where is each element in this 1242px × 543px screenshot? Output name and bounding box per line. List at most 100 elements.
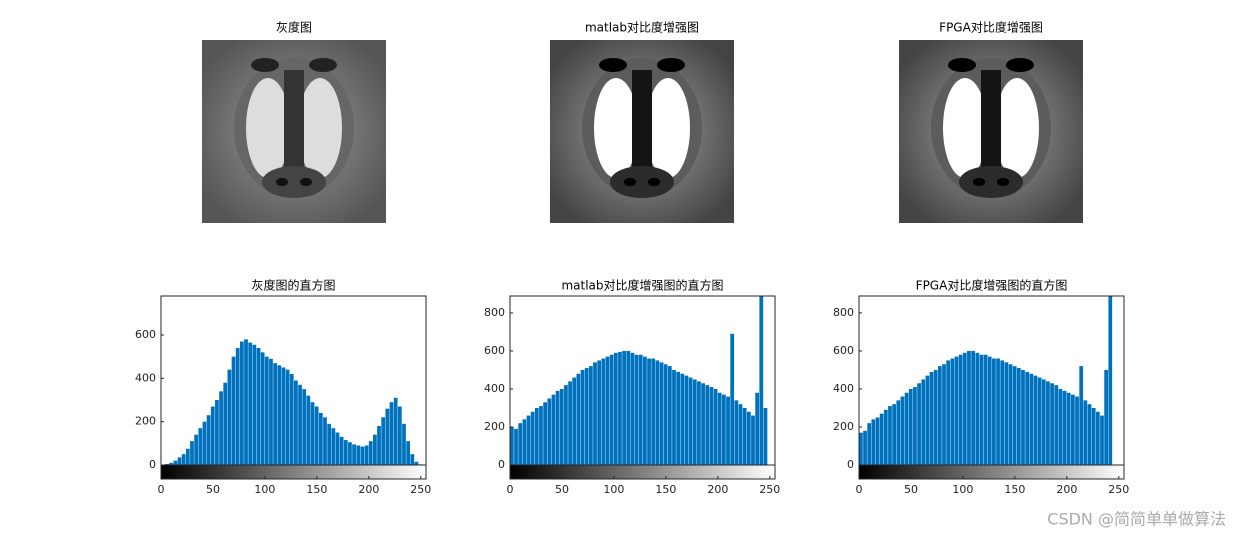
bar: [938, 366, 942, 465]
bar: [327, 424, 331, 465]
bar: [626, 351, 630, 465]
bar: [369, 441, 373, 465]
y-tick-label: 400: [484, 382, 505, 395]
y-tick-label: 0: [498, 458, 505, 471]
bar: [539, 406, 543, 465]
bar: [514, 429, 518, 465]
bars: [510, 296, 767, 465]
bar: [589, 366, 593, 465]
bar: [601, 359, 605, 465]
bar: [950, 359, 954, 465]
bar: [1083, 400, 1087, 465]
bar: [294, 381, 298, 466]
y-tick-label: 200: [484, 420, 505, 433]
bar: [228, 370, 232, 465]
bar: [764, 408, 768, 465]
y-tick-label: 400: [135, 371, 156, 384]
bar: [934, 370, 938, 465]
bar: [651, 359, 655, 465]
bar: [336, 433, 340, 466]
x-tick-label: 150: [655, 483, 676, 496]
bar: [992, 359, 996, 465]
bar: [655, 360, 659, 465]
bar: [996, 359, 1000, 465]
bar: [1042, 379, 1046, 465]
bar: [207, 415, 211, 465]
bar: [311, 402, 315, 465]
bar: [365, 446, 369, 466]
bar: [572, 378, 576, 465]
bar: [203, 422, 207, 465]
bar: [759, 296, 763, 465]
colorbar: [161, 465, 426, 479]
bar: [510, 427, 514, 465]
bar: [236, 348, 240, 465]
x-tick-label: 200: [358, 483, 379, 496]
x-tick-label: 0: [856, 483, 863, 496]
bar: [905, 393, 909, 465]
bar: [315, 407, 319, 466]
bar: [888, 406, 892, 465]
bar: [718, 393, 722, 465]
bar: [959, 355, 963, 465]
bar: [361, 447, 365, 465]
bar: [871, 419, 875, 465]
y-tick-label: 800: [833, 306, 854, 319]
bar: [257, 348, 261, 465]
x-tick-label: 100: [603, 483, 624, 496]
x-tick-label: 0: [507, 483, 514, 496]
bar: [988, 357, 992, 465]
bar: [319, 413, 323, 465]
chart-title: matlab对比度增强图的直方图: [561, 278, 723, 293]
x-tick-label: 50: [206, 483, 220, 496]
colorbar: [859, 465, 1124, 479]
bar: [298, 385, 302, 465]
bar: [967, 351, 971, 465]
x-tick-label: 200: [707, 483, 728, 496]
bar: [232, 357, 236, 465]
bar: [1088, 404, 1092, 465]
bar: [710, 387, 714, 465]
bar: [547, 398, 551, 465]
bar: [901, 397, 905, 465]
bar: [867, 423, 871, 465]
bar: [618, 352, 622, 465]
bar: [543, 402, 547, 465]
bar: [631, 353, 635, 465]
bar: [577, 374, 581, 465]
bar: [896, 400, 900, 465]
bar: [564, 385, 568, 465]
bar: [1025, 372, 1029, 465]
bar: [705, 385, 709, 465]
bar: [331, 428, 335, 465]
bar: [610, 355, 614, 465]
image-title: FPGA对比度增强图: [939, 20, 1043, 35]
x-tick-label: 150: [306, 483, 327, 496]
bar: [926, 376, 930, 465]
bar: [863, 431, 867, 465]
x-tick-label: 150: [1004, 483, 1025, 496]
watermark: CSDN @简简单单做算法: [1047, 510, 1226, 529]
bar: [198, 428, 202, 465]
bar: [593, 362, 597, 465]
bar: [1059, 389, 1063, 465]
bar: [219, 391, 223, 465]
bar: [730, 334, 734, 465]
bar: [277, 365, 281, 465]
bar: [913, 387, 917, 465]
bar: [1009, 364, 1013, 465]
bar: [352, 444, 356, 465]
bar: [597, 360, 601, 465]
bar: [552, 395, 556, 465]
x-tick-label: 100: [952, 483, 973, 496]
bar: [1079, 366, 1083, 465]
x-tick-label: 0: [158, 483, 165, 496]
bar: [1108, 296, 1112, 465]
bar: [984, 355, 988, 465]
bar: [1000, 360, 1004, 465]
bar: [743, 408, 747, 465]
bar: [531, 412, 535, 465]
bar: [527, 416, 531, 465]
bar: [676, 372, 680, 465]
